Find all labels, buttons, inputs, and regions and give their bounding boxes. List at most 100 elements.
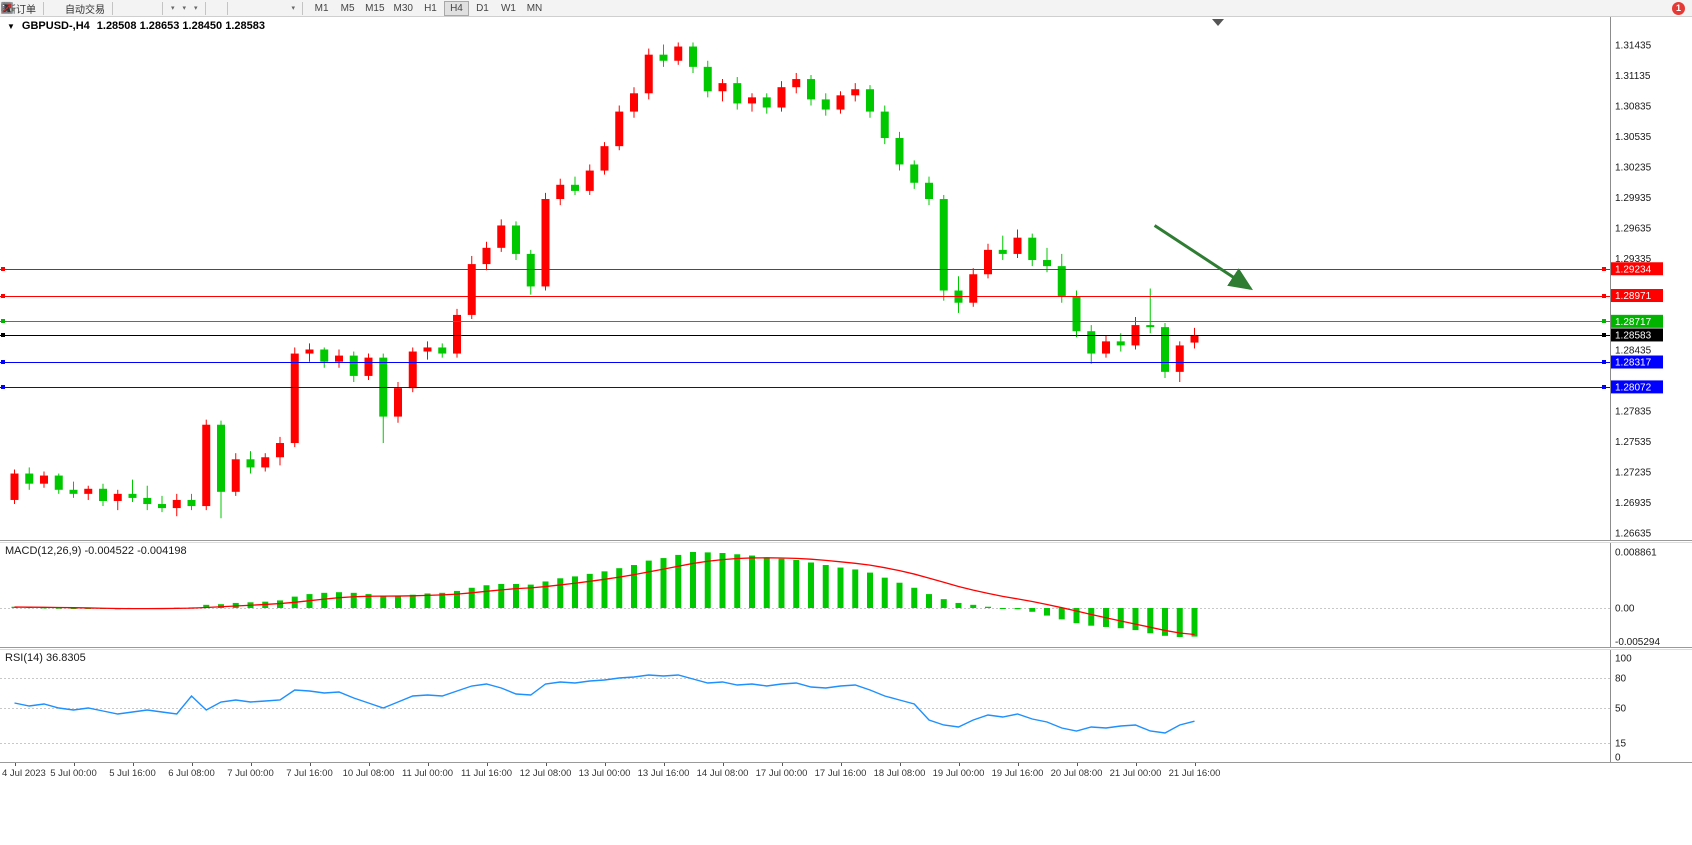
- crosshair-button[interactable]: [1, 1, 223, 16]
- chevron-down-icon: ▾: [171, 4, 175, 12]
- resistance-line-2-handle[interactable]: [1602, 294, 1606, 298]
- arrow-icon: [2, 3, 12, 13]
- templates-button[interactable]: ▾: [2, 1, 201, 16]
- macd-axis-label: 0.008861: [1615, 548, 1657, 559]
- time-axis[interactable]: 4 Jul 2023 5 Jul 00:00 5 Jul 16:00 6 Jul 08…: [0, 762, 1692, 782]
- time-tick: [309, 763, 311, 766]
- support-line-1-badge-label: 1.28317: [1615, 357, 1652, 368]
- time-tick: [722, 763, 724, 766]
- timeframe-w1[interactable]: W1: [500, 2, 516, 14]
- timeframe-m30[interactable]: M30: [393, 2, 413, 14]
- candles-layer: [10, 42, 1199, 519]
- time-label: 19 Jul 16:00: [991, 768, 1044, 779]
- resistance-line-1-handle[interactable]: [1, 267, 5, 271]
- toolbar-separator: [204, 1, 206, 15]
- zoom-out-button[interactable]: [1, 1, 151, 16]
- current-price-line-handle[interactable]: [1, 333, 5, 337]
- timeframe-h1[interactable]: H1: [424, 2, 437, 14]
- pivot-line-handle[interactable]: [1602, 319, 1606, 323]
- rsi-axis-label: 0: [1615, 753, 1621, 763]
- chart-shift-marker[interactable]: [1212, 19, 1224, 26]
- tile-windows-button[interactable]: [1, 1, 158, 16]
- panel-splitter[interactable]: [0, 540, 1692, 543]
- rsi-panel-canvas[interactable]: 100 80 50 15 0: [0, 650, 1692, 762]
- time-tick: [1017, 763, 1019, 766]
- price-axis-label: 1.29635: [1615, 224, 1652, 235]
- channel-tool-button[interactable]: [1, 1, 259, 16]
- current-price-line-handle[interactable]: [1602, 333, 1606, 337]
- timeframe-m15[interactable]: M15: [365, 2, 385, 14]
- notifications-badge[interactable]: 1: [1672, 1, 1685, 15]
- price-axis-label: 1.26635: [1615, 529, 1652, 540]
- timeframe-m1[interactable]: M1: [314, 2, 329, 14]
- resistance-line-1-handle[interactable]: [1602, 267, 1606, 271]
- resistance-line-1-badge: [1611, 262, 1663, 276]
- time-label: 14 Jul 08:00: [696, 768, 749, 779]
- macd-panel-canvas[interactable]: 0.008861 0.00 -0.005294: [0, 543, 1692, 647]
- text-tool-button[interactable]: A: [4, 1, 280, 16]
- time-tick: [368, 763, 370, 766]
- time-tick: [1135, 763, 1137, 766]
- periods-button[interactable]: ▾: [1, 1, 190, 16]
- resistance-line-2-handle[interactable]: [1, 294, 5, 298]
- indicators-button[interactable]: ▾: [1, 1, 178, 16]
- price-chart-canvas[interactable]: 1.31435 1.31135 1.30835 1.30535 1.30235 1.299…: [0, 17, 1692, 540]
- support-line-1-badge: [1611, 355, 1663, 369]
- timeframe-m5[interactable]: M5: [340, 2, 355, 14]
- time-label: 11 Jul 00:00: [401, 768, 454, 779]
- funnel-button[interactable]: [1, 1, 54, 16]
- toolbar-separator: [43, 1, 44, 15]
- horizontal-line-tool-button[interactable]: [1, 1, 245, 16]
- line-chart-button[interactable]: [1, 1, 137, 16]
- auto-trading-label: 自动交易: [65, 4, 105, 16]
- time-label: 5 Jul 00:00: [50, 768, 97, 779]
- rsi-axis-label: 50: [1615, 704, 1627, 715]
- vertical-line-tool-button[interactable]: [6, 1, 238, 16]
- pivot-line-badge: [1611, 314, 1663, 328]
- support-line-1-handle[interactable]: [1, 360, 5, 364]
- timeframe-d1[interactable]: D1: [476, 2, 489, 14]
- label-tool-button[interactable]: T: [1, 1, 287, 16]
- price-axis-label: 1.27835: [1615, 407, 1652, 418]
- svg-text:A: A: [4, 3, 12, 15]
- time-label: 11 Jul 16:00: [460, 768, 513, 779]
- macd-histogram: [11, 552, 1198, 638]
- time-label: 17 Jul 00:00: [755, 768, 808, 779]
- price-axis-label: 1.27535: [1615, 437, 1652, 448]
- symbol-dropdown-icon[interactable]: ▼: [7, 21, 15, 31]
- price-axis-label: 1.26935: [1615, 498, 1652, 509]
- support-line-2-handle[interactable]: [1, 385, 5, 389]
- timeframe-mn[interactable]: MN: [526, 2, 543, 14]
- chevron-down-icon: ▾: [291, 4, 296, 12]
- fibonacci-tool-button[interactable]: [1, 1, 266, 16]
- panel-splitter[interactable]: [0, 647, 1692, 650]
- price-axis-label: 1.30535: [1615, 132, 1652, 143]
- support-line-1-handle[interactable]: [1602, 360, 1606, 364]
- pivot-line-badge-label: 1.28717: [1615, 317, 1652, 328]
- price-axis-label: 1.28435: [1615, 346, 1652, 357]
- time-label: 20 Jul 08:00: [1050, 768, 1103, 779]
- timeframe-h4[interactable]: H4: [443, 0, 469, 16]
- time-label: 21 Jul 16:00: [1168, 768, 1221, 779]
- time-label: 13 Jul 16:00: [637, 768, 690, 779]
- price-axis-label: 1.29935: [1615, 193, 1652, 204]
- support-line-2-handle[interactable]: [1602, 385, 1606, 389]
- time-tick: [1076, 763, 1078, 766]
- resistance-line-2-badge: [1611, 289, 1663, 303]
- pivot-line-handle[interactable]: [1, 319, 5, 323]
- cursor-button[interactable]: [4, 1, 216, 16]
- bar-chart-button[interactable]: [1, 1, 130, 16]
- shapes-tool-button[interactable]: [1, 1, 273, 16]
- profiles-button[interactable]: [1, 1, 61, 16]
- zoom-in-button[interactable]: [1, 1, 144, 16]
- candlestick-chart-button[interactable]: [2, 1, 123, 16]
- current-price-line-badge: [1611, 328, 1663, 342]
- trend-arrow[interactable]: [1153, 224, 1253, 291]
- toolbar-separator: [302, 1, 304, 15]
- time-tick: [73, 763, 75, 766]
- toolbar-separator: [226, 1, 228, 15]
- trendline-tool-button[interactable]: [1, 1, 252, 16]
- time-label: 6 Jul 08:00: [168, 768, 215, 779]
- auto-trading-button[interactable]: 自动交易: [1, 1, 108, 16]
- arrows-tool-button[interactable]: ▾: [2, 1, 299, 16]
